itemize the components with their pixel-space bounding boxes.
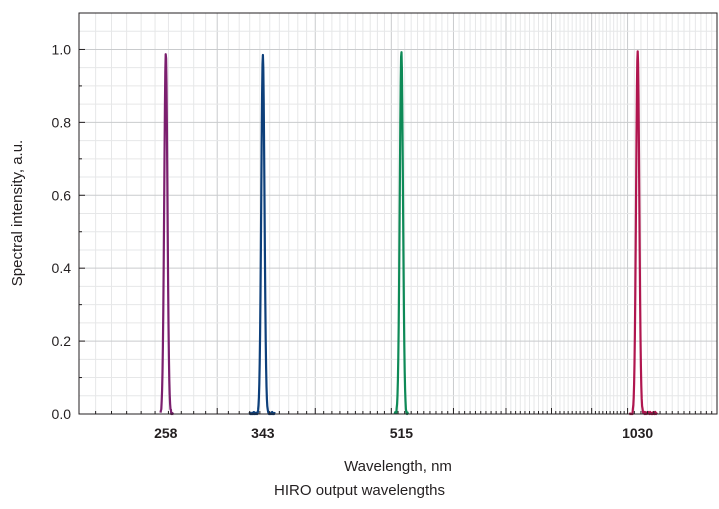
- y-axis-title: Spectral intensity, a.u.: [9, 140, 26, 286]
- y-tick-label: 1.0: [52, 41, 72, 57]
- chart-caption: HIRO output wavelengths: [274, 482, 445, 499]
- series-line-1030: [628, 50, 658, 416]
- y-tick-label: 0.4: [52, 260, 72, 276]
- x-tick-label: 343: [251, 425, 275, 441]
- series-line-515: [393, 51, 409, 416]
- y-tick-label: 0.0: [52, 406, 72, 422]
- y-tick-label: 0.2: [52, 333, 72, 349]
- axes: 0.0 0.2 0.4 0.6 0.8 1.0 258 343 515 1030: [52, 12, 713, 441]
- series-line-258: [159, 53, 174, 416]
- x-tick-label: 258: [154, 425, 178, 441]
- x-tick-label: 515: [390, 425, 414, 441]
- x-axis-title: Wavelength, nm: [344, 458, 452, 475]
- grid: [79, 13, 717, 414]
- y-tick-label: 0.6: [52, 187, 72, 203]
- x-tick-label: 1030: [622, 425, 653, 441]
- y-tick-label: 0.8: [52, 114, 72, 130]
